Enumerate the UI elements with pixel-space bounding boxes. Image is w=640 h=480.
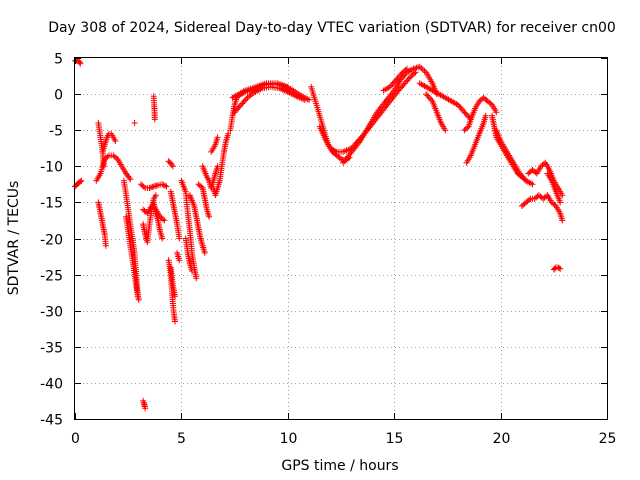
data-point bbox=[518, 172, 524, 178]
data-point bbox=[442, 127, 449, 134]
data-point bbox=[127, 176, 134, 183]
data-point bbox=[404, 65, 410, 72]
y-tick-label: 5 bbox=[54, 52, 63, 68]
y-tick-label: -5 bbox=[49, 124, 63, 140]
data-point bbox=[160, 182, 167, 189]
data-point bbox=[100, 163, 107, 170]
y-tick-label: -30 bbox=[40, 305, 63, 321]
data-point bbox=[526, 197, 532, 203]
data-point bbox=[77, 178, 84, 185]
data-point bbox=[140, 183, 147, 190]
data-point bbox=[206, 213, 213, 220]
x-tick-label: 0 bbox=[71, 431, 80, 447]
data-point bbox=[141, 400, 148, 407]
data-point bbox=[159, 235, 166, 242]
chart-title: Day 308 of 2024, Sidereal Day-to-day VTE… bbox=[48, 20, 616, 36]
data-point bbox=[529, 181, 536, 188]
data-point bbox=[126, 174, 133, 181]
y-tick-label: -15 bbox=[40, 196, 63, 212]
data-point bbox=[151, 116, 158, 123]
data-point bbox=[403, 78, 410, 85]
x-tick-label: 10 bbox=[280, 431, 298, 447]
data-point bbox=[240, 99, 247, 105]
data-point bbox=[235, 104, 242, 111]
y-axis-label: SDTVAR / TECUs bbox=[6, 181, 22, 296]
data-point bbox=[428, 96, 435, 103]
data-point bbox=[176, 235, 183, 242]
y-tick-label: -20 bbox=[40, 233, 63, 249]
data-point bbox=[388, 82, 395, 89]
grid-lines bbox=[75, 58, 607, 419]
data-point bbox=[176, 257, 183, 264]
y-tick-label: -45 bbox=[40, 413, 63, 429]
data-point bbox=[161, 217, 168, 224]
y-tick-label: -10 bbox=[40, 160, 63, 176]
y-tick-label: 0 bbox=[54, 88, 63, 104]
x-axis-label: GPS time / hours bbox=[281, 458, 398, 474]
data-point bbox=[241, 97, 248, 104]
data-point bbox=[423, 91, 430, 98]
y-axis-tick-labels: 5 0 -5 -10 -15 -20 -25 -30 -35 -40 -45 bbox=[40, 52, 63, 429]
data-point bbox=[406, 74, 413, 81]
data-point bbox=[172, 318, 178, 325]
data-point bbox=[284, 83, 291, 90]
data-point bbox=[189, 268, 195, 274]
y-tick-label: -40 bbox=[40, 377, 63, 393]
y-tick-label: -35 bbox=[40, 341, 63, 357]
data-point bbox=[559, 217, 566, 224]
x-axis-tick-labels: 0 5 10 15 20 25 bbox=[71, 431, 616, 447]
data-point bbox=[412, 69, 419, 76]
data-point bbox=[112, 138, 119, 144]
data-point bbox=[172, 293, 178, 300]
data-point bbox=[301, 96, 308, 103]
data-point bbox=[225, 130, 232, 137]
x-tick-label: 5 bbox=[177, 431, 186, 447]
data-series-sdtvar bbox=[72, 57, 566, 412]
data-point bbox=[152, 192, 159, 199]
data-point bbox=[462, 110, 469, 117]
data-point bbox=[493, 109, 500, 116]
data-point bbox=[104, 153, 111, 160]
data-point bbox=[131, 120, 138, 126]
x-tick-label: 25 bbox=[599, 431, 617, 447]
y-tick-label: -25 bbox=[40, 269, 63, 285]
data-point bbox=[557, 265, 564, 272]
data-point bbox=[102, 242, 109, 249]
data-point bbox=[411, 70, 418, 77]
data-point bbox=[160, 216, 166, 223]
data-point bbox=[557, 199, 564, 206]
data-point bbox=[162, 182, 169, 189]
x-tick-label: 15 bbox=[386, 431, 404, 447]
data-point bbox=[556, 265, 563, 272]
data-point bbox=[78, 177, 85, 184]
data-point bbox=[168, 161, 175, 168]
data-point bbox=[169, 163, 176, 170]
data-point bbox=[214, 134, 221, 141]
plot-frame bbox=[74, 57, 608, 420]
data-point bbox=[482, 112, 489, 119]
data-point bbox=[398, 84, 404, 91]
x-tick-label: 20 bbox=[493, 431, 511, 447]
data-point bbox=[163, 183, 170, 190]
data-point bbox=[77, 60, 84, 67]
axis-ticks bbox=[75, 58, 608, 420]
data-point bbox=[394, 75, 401, 82]
data-point bbox=[193, 275, 200, 282]
data-point bbox=[201, 249, 208, 256]
data-point bbox=[461, 109, 468, 116]
data-point bbox=[135, 296, 142, 303]
data-point bbox=[456, 103, 463, 110]
